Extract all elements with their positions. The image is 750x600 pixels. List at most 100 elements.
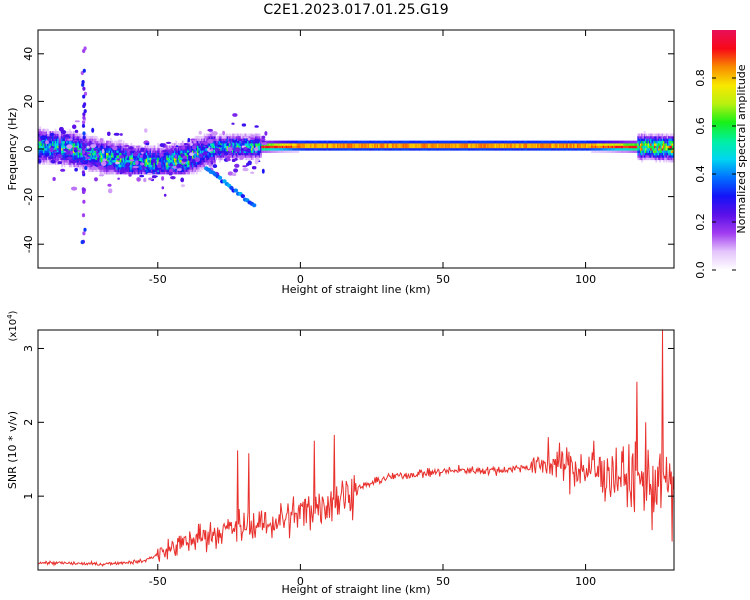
heatmap-cell [660,152,663,156]
heatmap-cell [358,145,361,149]
heatmap-cell [582,143,585,146]
heatmap-cell [234,150,237,153]
heatmap-cell [138,166,140,170]
heatmap-cell [457,145,460,149]
heatmap-cell [193,143,196,146]
heatmap-cell [451,147,454,151]
heatmap-cell [280,147,283,151]
heatmap-cell [50,138,53,142]
heatmap-cell [176,171,179,175]
heatmap-cell [94,135,97,139]
heatmap-cell [174,159,176,163]
heatmap-cell [473,147,475,151]
heatmap-cell [166,162,169,165]
heatmap-cell [476,140,479,144]
heatmap-cell [89,159,92,163]
heatmap-cell [175,169,178,173]
heatmap-cell [379,147,382,151]
heatmap-cell [469,145,472,149]
heatmap-cell [650,145,653,149]
heatmap-cell [514,143,517,146]
heatmap-cell [389,143,392,146]
heatmap-cell [209,143,212,146]
heatmap-cell [199,157,202,161]
heatmap-cell [121,147,124,151]
heatmap-cell [547,143,550,146]
heatmap-cell [71,135,74,139]
heatmap-cell [378,140,380,144]
heatmap-cell [145,164,148,168]
heatmap-cell [659,154,662,158]
heatmap-cell [358,143,361,146]
heatmap-cell [301,140,303,144]
heatmap-cell [312,145,315,149]
heatmap-cell [624,140,627,144]
heatmap-cell [117,145,120,149]
heatmap-cell [62,143,65,146]
heatmap-cell [384,145,387,149]
heatmap-cell [168,166,171,170]
heatmap-cell [229,138,232,142]
heatmap-cell [297,150,300,153]
heatmap-cell [600,150,603,153]
heatmap-cell [451,140,454,144]
heatmap-cell [126,143,129,146]
heatmap-noise [128,173,132,177]
heatmap-cell [257,154,260,158]
heatmap-cell [423,140,425,144]
heatmap-cell [111,169,114,173]
heatmap-cell [555,147,558,151]
heatmap-cell [652,133,655,137]
heatmap-noise [170,176,176,180]
heatmap-cell [392,147,395,151]
heatmap-cell [506,145,509,149]
heatmap-cell [408,140,411,144]
heatmap-cell [642,143,645,146]
tick-label: 1 [22,493,35,500]
heatmap-cell [106,143,108,146]
heatmap-cell [107,147,110,151]
snr-panel: -50 0 50 100 123 Height of straight line (k… [6,310,675,596]
heatmap-cell [121,164,124,168]
heatmap-cell [664,140,667,144]
heatmap-cell [163,157,166,161]
heatmap-cell [79,166,81,170]
heatmap-cell [361,143,364,146]
heatmap-cell [380,145,383,149]
heatmap-cell [63,145,66,149]
heatmap-cell [636,150,638,153]
heatmap-cell [71,143,74,146]
heatmap-noise [228,152,233,156]
heatmap-cell [99,162,102,165]
heatmap-cell [666,157,669,161]
heatmap-cell [85,135,88,139]
heatmap-cell [455,143,457,146]
heatmap-cell [267,143,270,146]
heatmap-cell [598,147,601,151]
heatmap-cell [212,143,215,146]
heatmap-cell [149,154,152,158]
heatmap-cell [89,152,92,156]
heatmap-cell [171,162,174,165]
heatmap-cell [328,143,330,146]
heatmap-cell [577,140,579,144]
heatmap-noise [252,203,257,208]
heatmap-cell [347,140,350,144]
heatmap-cell [94,164,97,168]
heatmap-cell [451,143,454,146]
heatmap-cell [95,154,98,158]
heatmap-cell [372,140,375,144]
heatmap-noise [91,127,95,133]
heatmap-cell [621,140,624,144]
heatmap-cell [195,164,198,168]
heatmap-cells [38,46,674,245]
heatmap-cell [199,169,202,173]
heatmap-cell [217,140,220,144]
heatmap-cell [112,143,115,146]
heatmap-cell [267,147,270,151]
heatmap-cell [138,154,140,158]
heatmap-cell [488,147,491,151]
heatmap-cell [190,166,193,170]
heatmap-cell [125,147,128,151]
heatmap-cell [339,145,342,149]
